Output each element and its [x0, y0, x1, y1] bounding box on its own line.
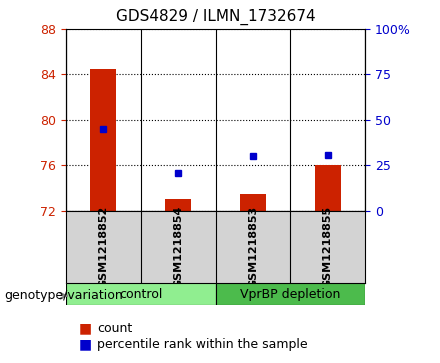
- Bar: [165, 199, 191, 211]
- Text: GSM1218854: GSM1218854: [173, 206, 183, 288]
- Text: genotype/variation: genotype/variation: [4, 289, 123, 302]
- Text: GSM1218853: GSM1218853: [248, 206, 258, 288]
- Text: VprBP depletion: VprBP depletion: [240, 287, 341, 301]
- Text: ■: ■: [79, 338, 92, 351]
- Text: GSM1218855: GSM1218855: [323, 206, 333, 288]
- FancyBboxPatch shape: [66, 283, 216, 305]
- Text: control: control: [119, 287, 162, 301]
- Text: count: count: [97, 322, 132, 335]
- Text: ■: ■: [79, 321, 92, 335]
- Title: GDS4829 / ILMN_1732674: GDS4829 / ILMN_1732674: [116, 9, 315, 25]
- Bar: [240, 193, 266, 211]
- Text: GSM1218852: GSM1218852: [99, 206, 108, 288]
- Text: percentile rank within the sample: percentile rank within the sample: [97, 338, 308, 351]
- Bar: [315, 165, 341, 211]
- FancyBboxPatch shape: [216, 283, 365, 305]
- Bar: [90, 69, 117, 211]
